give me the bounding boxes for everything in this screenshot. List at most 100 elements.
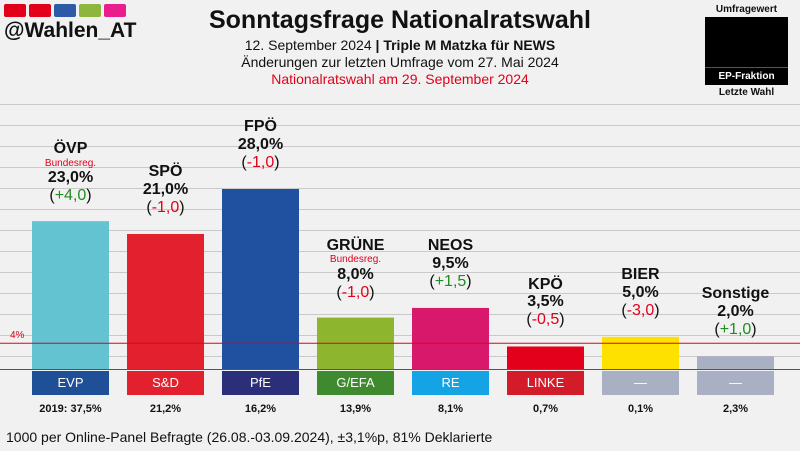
paren: ( <box>241 153 247 171</box>
subtitle-changes: Änderungen zur letzten Umfrage vom 27. M… <box>241 54 559 70</box>
gridline <box>0 188 800 189</box>
account-handle: @Wahlen_AT <box>4 19 137 42</box>
subtitle-election-date: Nationalratswahl am 29. September 2024 <box>271 71 529 87</box>
change-number: -3,0 <box>626 301 655 319</box>
subtitle-separator: | <box>371 37 384 53</box>
poll-value: 9,5% <box>432 254 469 272</box>
ep-fraction-label: — <box>697 371 774 395</box>
change-value: (+1,0) <box>681 321 791 339</box>
bar-label: KPÖ 3,5% (-0,5) <box>491 276 601 330</box>
legend-key: Umfragewert EP-Fraktion Letzte Wahl <box>705 4 788 98</box>
government-tag: Bundesreg. <box>44 158 97 170</box>
last-election-value: 0,1% <box>627 403 654 415</box>
legend-bar-swatch <box>705 17 788 67</box>
paren: ( <box>714 320 720 338</box>
gridline <box>0 335 800 336</box>
poll-value: 8,0% <box>337 265 374 283</box>
flag-swatch <box>54 4 76 17</box>
bar-label: Sonstige 2,0% (+1,0) <box>681 285 791 339</box>
change-value: (-1,0) <box>206 154 316 172</box>
ep-fraction-label: RE <box>412 371 489 395</box>
party-name: FPÖ <box>244 118 277 135</box>
legend-ep-fraction: EP-Fraktion <box>705 67 788 85</box>
party-name: GRÜNE <box>326 236 385 254</box>
change-value: (-1,0) <box>111 199 221 217</box>
gridline <box>0 167 800 168</box>
gridline <box>0 251 800 252</box>
change-number: +4,0 <box>54 187 87 205</box>
bar-sonstige <box>697 356 774 369</box>
last-election-value: 8,1% <box>437 403 464 415</box>
paren: ) <box>274 153 280 171</box>
footer-methodology: 1000 per Online-Panel Befragte (26.08.-0… <box>6 429 493 445</box>
ep-fraction-label: EVP <box>32 371 109 395</box>
poll-source: Triple M Matzka für NEWS <box>383 37 556 53</box>
bar-label: BIER 5,0% (-3,0) <box>586 266 696 320</box>
ep-strip-background <box>0 369 800 397</box>
change-number: -0,5 <box>531 311 560 329</box>
bar-neos <box>412 307 489 369</box>
flag-color-bar <box>4 4 126 17</box>
bar-label: FPÖ 28,0% (-1,0) <box>206 118 316 172</box>
last-election-value: 2019: 37,5% <box>39 403 102 415</box>
bar-label: SPÖ 21,0% (-1,0) <box>111 163 221 217</box>
bar-label: GRÜNE Bundesreg. 8,0% (-1,0) <box>301 237 411 302</box>
bar-övp <box>32 221 109 369</box>
last-election-value: 2,3% <box>722 403 749 415</box>
legend-last-election: Letzte Wahl <box>718 87 775 98</box>
change-value: (+4,0) <box>16 187 126 205</box>
poll-value: 23,0% <box>47 169 94 187</box>
gridline <box>0 272 800 273</box>
change-value: (-3,0) <box>586 302 696 320</box>
gridline <box>0 356 800 357</box>
change-number: -1,0 <box>341 283 370 301</box>
last-election-value: 0,7% <box>532 403 559 415</box>
threshold-label: 4% <box>10 330 25 342</box>
last-election-value: 13,9% <box>339 403 372 415</box>
paren: ( <box>526 311 532 329</box>
bar-fpö <box>222 189 299 369</box>
change-value: (-1,0) <box>301 284 411 302</box>
change-number: -1,0 <box>246 153 275 171</box>
party-name: SPÖ <box>148 163 183 180</box>
bar-label: ÖVP Bundesreg. 23,0% (+4,0) <box>16 140 126 205</box>
change-number: +1,0 <box>719 320 752 338</box>
change-value: (+1,5) <box>396 273 506 291</box>
paren: ) <box>654 301 660 319</box>
change-number: -1,0 <box>151 198 180 216</box>
paren: ) <box>559 311 565 329</box>
gridline <box>0 314 800 315</box>
ep-fraction-label: G/EFA <box>317 371 394 395</box>
chart-title: Sonntagsfrage Nationalratswahl <box>208 6 592 34</box>
ep-fraction-label: — <box>602 371 679 395</box>
legend-poll-value: Umfragewert <box>715 4 778 15</box>
gridline <box>0 104 800 105</box>
ep-fraction-label: PfE <box>222 371 299 395</box>
government-tag: Bundesreg. <box>329 254 382 266</box>
bar-kpö <box>507 346 584 369</box>
poll-value: 28,0% <box>237 135 284 153</box>
paren: ) <box>466 272 472 290</box>
poll-date: 12. September 2024 <box>244 37 372 53</box>
ep-fraction-label: LINKE <box>507 371 584 395</box>
poll-value: 3,5% <box>527 293 564 311</box>
poll-value: 5,0% <box>622 283 659 301</box>
bar-bier <box>602 336 679 369</box>
poll-value: 2,0% <box>717 303 754 321</box>
gridline <box>0 125 800 126</box>
party-name: Sonstige <box>701 285 770 303</box>
paren: ( <box>49 187 55 205</box>
flag-swatch <box>29 4 51 17</box>
paren: ( <box>146 198 152 216</box>
gridline <box>0 230 800 231</box>
bar-spö <box>127 234 204 369</box>
flag-swatch <box>104 4 126 17</box>
paren: ) <box>751 320 757 338</box>
subtitle-source-line: 12. September 2024 | Triple M Matzka für… <box>150 37 650 53</box>
paren: ( <box>429 272 435 290</box>
bar-label: NEOS 9,5% (+1,5) <box>396 237 506 291</box>
party-name: ÖVP <box>53 140 88 158</box>
paren: ( <box>336 283 342 301</box>
gridline <box>0 146 800 147</box>
